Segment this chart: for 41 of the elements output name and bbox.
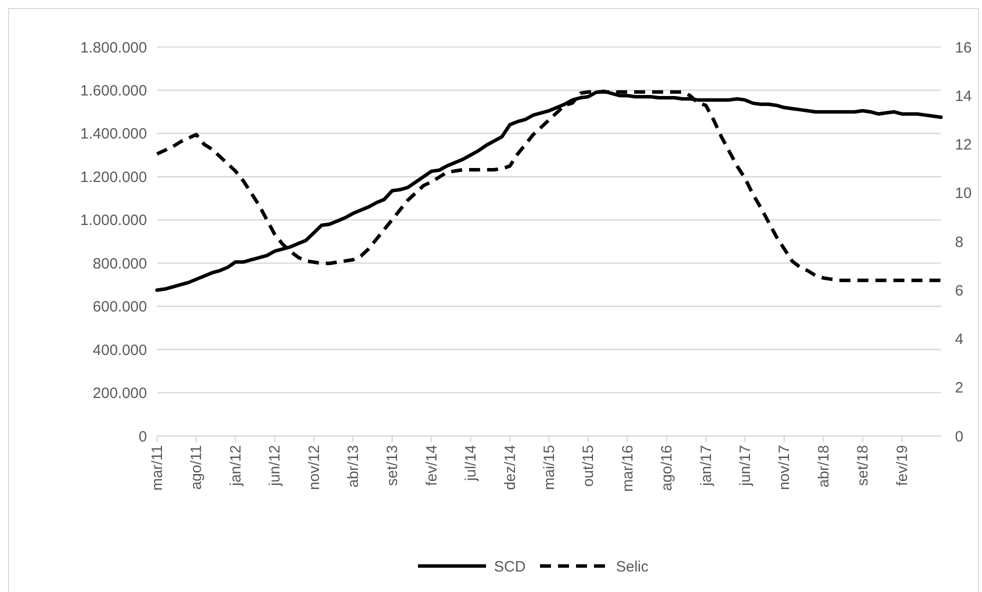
y-tick-label: 0: [138, 428, 147, 446]
y2-tick-label: 14: [955, 88, 972, 105]
y2-tick-label: 10: [955, 185, 972, 202]
legend-label: SCD: [494, 558, 526, 576]
x-tick-label: nov/12: [306, 445, 323, 490]
y-tick-label: 200.000: [92, 385, 147, 402]
x-tick-label: mar/11: [149, 445, 166, 491]
x-tick-label: mai/15: [541, 445, 558, 490]
y-tick-label: 400.000: [92, 342, 147, 359]
x-tick-label: dez/14: [502, 445, 519, 490]
x-tick-label: abr/13: [345, 445, 362, 488]
x-tick-label: ago/16: [658, 445, 676, 491]
y-tick-label: 600.000: [92, 298, 147, 316]
x-tick-label: out/15: [580, 445, 598, 487]
x-tick-label: set/13: [384, 445, 402, 486]
x-tick-label: jun/12: [266, 445, 284, 487]
y2-tick-label: 8: [955, 234, 964, 251]
x-tick-label: mar/16: [619, 445, 636, 492]
y2-tick-label: 2: [955, 380, 964, 397]
x-tick-label: fev/19: [894, 445, 911, 486]
x-tick-label: jan/17: [698, 445, 715, 487]
y-tick-label: 1.800.000: [80, 39, 147, 56]
x-tick-label: nov/17: [776, 445, 794, 490]
y2-tick-label: 4: [955, 331, 964, 348]
y-tick-label: 1.000.000: [80, 212, 147, 230]
x-tick-label: fev/14: [423, 445, 440, 486]
x-tick-label: ago/11: [188, 445, 206, 490]
y2-tick-label: 0: [955, 428, 964, 446]
y2-tick-label: 6: [955, 282, 964, 300]
y-tick-label: 1.400.000: [80, 126, 147, 143]
x-tick-label: set/18: [854, 445, 872, 486]
x-tick-label: abr/18: [815, 445, 832, 488]
y2-tick-label: 16: [955, 39, 972, 56]
x-tick-label: jul/14: [462, 445, 480, 482]
y2-tick-label: 12: [955, 136, 972, 154]
legend-label: Selic: [616, 558, 650, 576]
y-tick-label: 1.200.000: [80, 168, 147, 186]
x-tick-label: jan/12: [227, 445, 244, 487]
x-tick-label: jun/17: [737, 445, 754, 487]
y-tick-label: 1.600.000: [80, 82, 147, 100]
y-tick-label: 800.000: [92, 255, 147, 272]
